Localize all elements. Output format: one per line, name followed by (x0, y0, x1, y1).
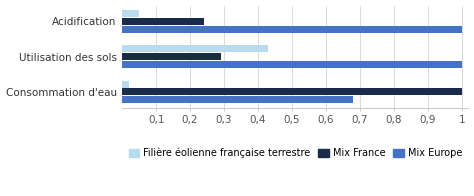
Legend: Filière éolienne française terrestre, Mix France, Mix Europe: Filière éolienne française terrestre, Mi… (125, 144, 466, 162)
Bar (122, 26, 462, 33)
Bar (122, 61, 462, 68)
Bar (122, 18, 204, 25)
Bar (122, 45, 268, 53)
Bar (122, 53, 221, 60)
Bar (122, 88, 462, 95)
Bar (122, 81, 129, 88)
Bar (122, 96, 353, 103)
Bar (122, 10, 139, 17)
